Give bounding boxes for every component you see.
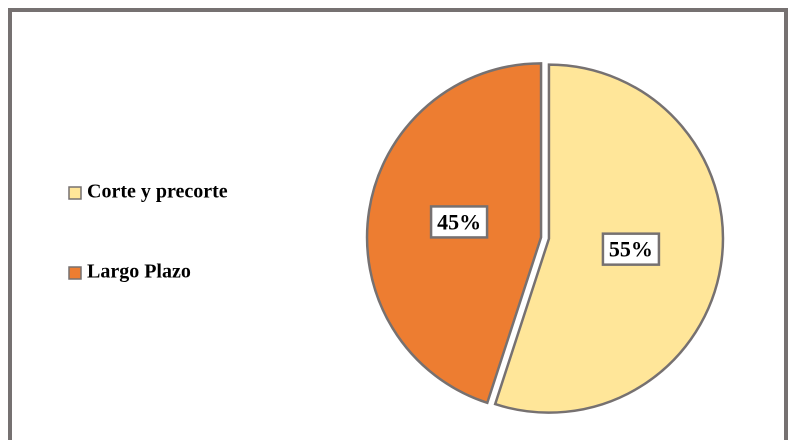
legend-swatch — [68, 186, 82, 200]
legend-label: Largo Plazo — [87, 261, 191, 283]
data-label-box — [601, 232, 661, 266]
legend-label: Corte y precorte — [87, 181, 228, 203]
legend-swatch — [68, 266, 82, 280]
data-label: 45% — [437, 209, 481, 234]
data-label-box — [429, 205, 489, 239]
data-label: 55% — [609, 237, 653, 262]
